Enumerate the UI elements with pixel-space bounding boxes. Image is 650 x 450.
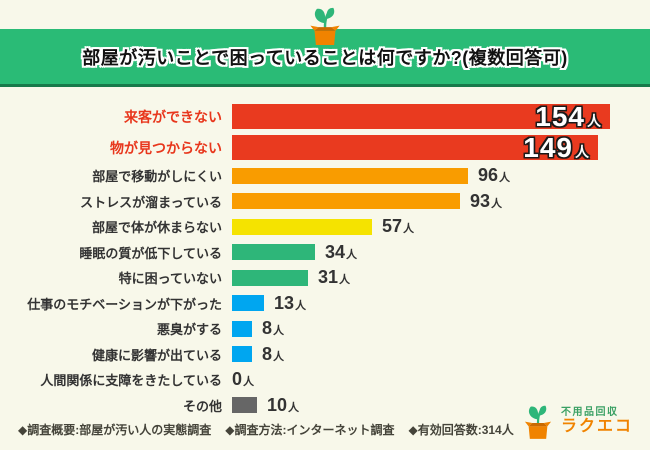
bar — [232, 244, 315, 261]
chart-row: ストレスが溜まっている 93人 — [0, 189, 650, 215]
chart-row: 健康に影響が出ている 8人 — [0, 342, 650, 368]
logo-service-text: 不用品回収 — [560, 406, 619, 418]
bar-value: 34人 — [325, 241, 358, 262]
sprout-box-icon — [310, 7, 340, 45]
chart-row: 睡眠の質が低下している 34人 — [0, 240, 650, 266]
brand-logo: 不用品回収 ラクエコ — [521, 403, 633, 440]
bar — [232, 320, 252, 337]
logo-text: 不用品回収 ラクエコ — [561, 407, 633, 437]
chart-title: 部屋が汚いことで困っていることは何ですか?(複数回答可) — [82, 47, 568, 68]
bar-label: 仕事のモチベーションが下がった — [27, 296, 222, 312]
bar — [232, 167, 468, 184]
bar-value: 57人 — [382, 216, 415, 237]
bar-value: 8人 — [262, 318, 285, 339]
survey-method: ◆調査方法:インターネット調査 — [225, 423, 395, 437]
bar-label: その他 — [182, 398, 222, 414]
chart-row: 人間関係に支障をきたしている 0人 — [0, 367, 650, 393]
bar-value: 10人 — [267, 394, 300, 415]
valid-responses: ◆有効回答数:314人 — [408, 423, 514, 437]
bar-value: 13人 — [274, 292, 307, 313]
bar — [232, 295, 264, 312]
bar — [232, 346, 252, 363]
bar — [232, 269, 308, 286]
bar-label: 来客ができない — [124, 108, 222, 125]
bar-value: 8人 — [262, 343, 285, 364]
bar — [232, 397, 257, 414]
survey-overview: ◆調査概要:部屋が汚い人の実態調査 — [18, 423, 212, 437]
bar: 154 人 — [232, 101, 610, 132]
logo-brand-text: ラクエコ — [560, 418, 633, 436]
bar-label: ストレスが溜まっている — [80, 194, 222, 210]
logo-sprout-box-icon — [524, 405, 552, 439]
bar-label: 睡眠の質が低下している — [79, 245, 222, 261]
bar-label: 部屋で体が休まらない — [91, 220, 222, 236]
bar — [232, 193, 460, 210]
bar-label: 健康に影響が出ている — [91, 347, 222, 363]
bar-value: 154 人 — [535, 100, 601, 132]
chart-row: 物が見つからない 149 人 — [0, 132, 650, 163]
bar-value: 31人 — [318, 267, 351, 288]
bar-value: 149 人 — [523, 131, 589, 163]
chart-row: 部屋で移動がしにくい 96人 — [0, 163, 650, 189]
chart: 来客ができない 154 人物が見つからない 149 人部屋で移動がしにくい 96人ストレス… — [0, 101, 650, 418]
bar-value: 93人 — [470, 190, 503, 211]
bar: 149 人 — [232, 132, 598, 163]
chart-row: 部屋で体が休まらない 57人 — [0, 214, 650, 240]
chart-row: その他 10人 — [0, 393, 650, 419]
bar-label: 部屋で移動がしにくい — [92, 169, 222, 185]
bar-label: 物が見つからない — [110, 139, 222, 156]
bar-label: 特に困っていない — [118, 271, 222, 287]
bar — [232, 218, 372, 235]
chart-row: 特に困っていない 31人 — [0, 265, 650, 291]
bar-value: 0人 — [232, 369, 255, 390]
bar-value: 96人 — [478, 165, 511, 186]
bar-label: 悪臭がする — [156, 322, 222, 338]
footnote: ◆調査概要:部屋が汚い人の実態調査 ◆調査方法:インターネット調査 ◆有効回答数… — [18, 421, 514, 438]
chart-row: 悪臭がする 8人 — [0, 316, 650, 342]
bar-label: 人間関係に支障をきたしている — [40, 373, 222, 389]
chart-row: 仕事のモチベーションが下がった 13人 — [0, 291, 650, 317]
chart-row: 来客ができない 154 人 — [0, 101, 650, 132]
